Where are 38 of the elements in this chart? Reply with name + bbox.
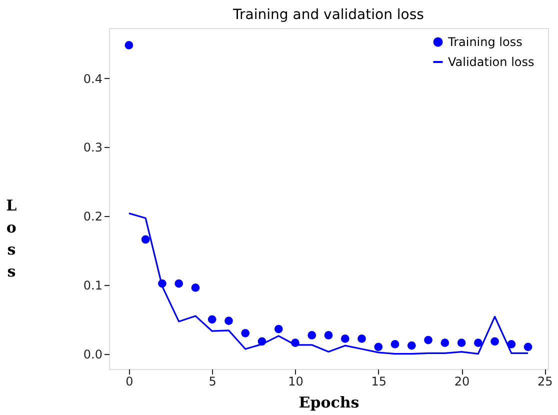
point xyxy=(191,284,200,292)
y-axis-title: Loss xyxy=(6,196,18,280)
line-series xyxy=(128,212,529,355)
y-tick-label: 0.2 xyxy=(83,210,102,224)
point xyxy=(224,316,233,325)
point xyxy=(340,334,350,343)
chart-title: Training and validation loss xyxy=(232,7,424,23)
point xyxy=(274,324,283,334)
point xyxy=(208,315,216,324)
point xyxy=(490,337,499,346)
y-tick-label: 0.0 xyxy=(83,347,102,362)
point xyxy=(407,341,416,350)
point xyxy=(474,338,482,347)
point xyxy=(141,235,150,244)
legend-label: Training loss xyxy=(447,35,522,49)
y-tick-label: 0.4 xyxy=(83,72,102,86)
point xyxy=(424,336,432,344)
x-tick-label: 0 xyxy=(126,374,134,388)
y-tick-label: 0.1 xyxy=(83,278,102,292)
point xyxy=(241,329,250,338)
y-tick-label: 0.3 xyxy=(83,140,102,155)
point xyxy=(457,338,466,347)
point xyxy=(308,331,316,340)
legend-label: Validation loss xyxy=(448,55,534,69)
x-tick-label: 25 xyxy=(538,374,553,388)
point xyxy=(324,331,333,340)
x-tick-label: 20 xyxy=(454,374,470,388)
point xyxy=(358,334,366,343)
point xyxy=(374,342,383,352)
x-tick-label: 5 xyxy=(208,374,216,388)
x-tick-label: 10 xyxy=(288,374,304,388)
x-axis-title: Epochs xyxy=(298,394,360,412)
point xyxy=(174,279,184,288)
point xyxy=(124,41,134,50)
point xyxy=(524,342,532,352)
x-tick-label: 15 xyxy=(371,374,387,388)
point xyxy=(440,338,450,347)
point xyxy=(390,340,400,348)
